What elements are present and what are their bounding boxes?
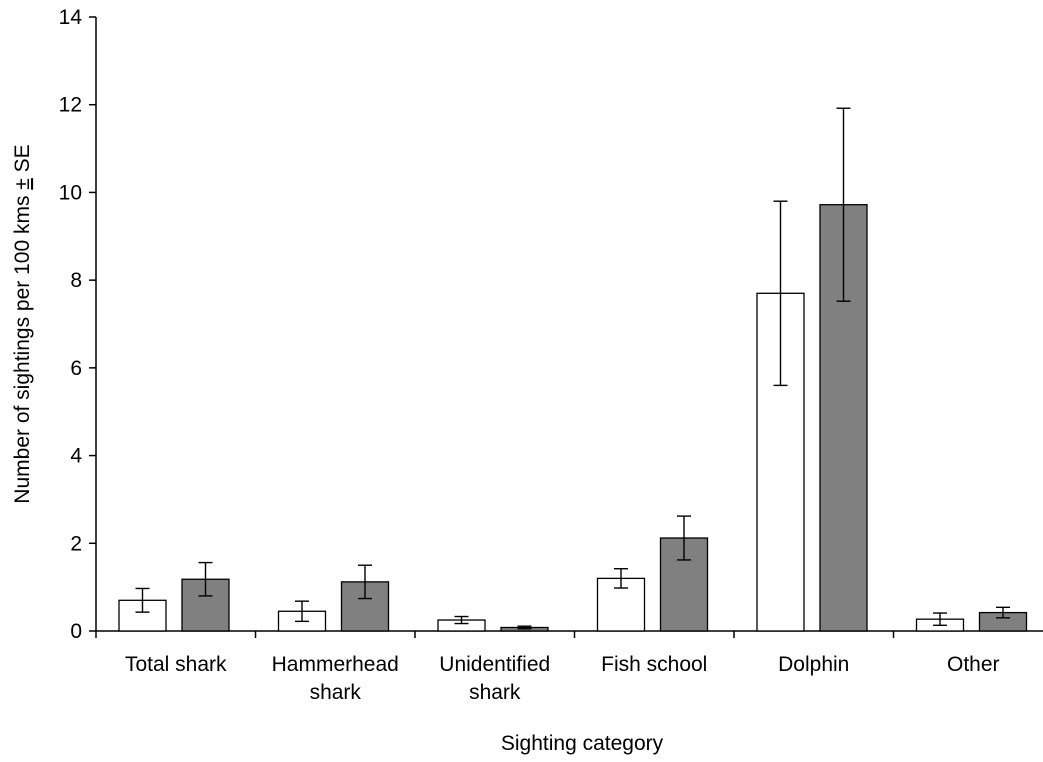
category-label: Unidentified bbox=[439, 653, 550, 676]
y-tick-label: 6 bbox=[70, 357, 82, 380]
category-label: Hammerhead bbox=[272, 653, 399, 676]
category-label: Other bbox=[947, 653, 1000, 676]
category-label: shark bbox=[310, 681, 362, 704]
y-tick-label: 4 bbox=[70, 445, 82, 468]
y-tick-label: 10 bbox=[59, 181, 82, 204]
y-axis: 0 2 4 6 8 10 12 14 bbox=[59, 6, 96, 643]
y-tick-label: 2 bbox=[70, 532, 82, 555]
y-axis-title: Number of sightings per 100 kms ± SE bbox=[11, 144, 34, 503]
y-tick-label: 0 bbox=[70, 620, 82, 643]
category-label: Total shark bbox=[125, 653, 227, 676]
y-tick-label: 12 bbox=[59, 94, 82, 117]
y-tick-label: 8 bbox=[70, 269, 82, 292]
category-label: Dolphin bbox=[778, 653, 849, 676]
x-axis: Total shark Hammerhead shark Unidentified sh… bbox=[96, 631, 1043, 704]
x-axis-title: Sighting category bbox=[501, 732, 664, 755]
category-label: Fish school bbox=[601, 653, 707, 676]
category-label: shark bbox=[469, 681, 521, 704]
error-bars bbox=[136, 108, 1011, 629]
bars bbox=[119, 205, 1027, 631]
y-tick-label: 14 bbox=[59, 6, 83, 29]
